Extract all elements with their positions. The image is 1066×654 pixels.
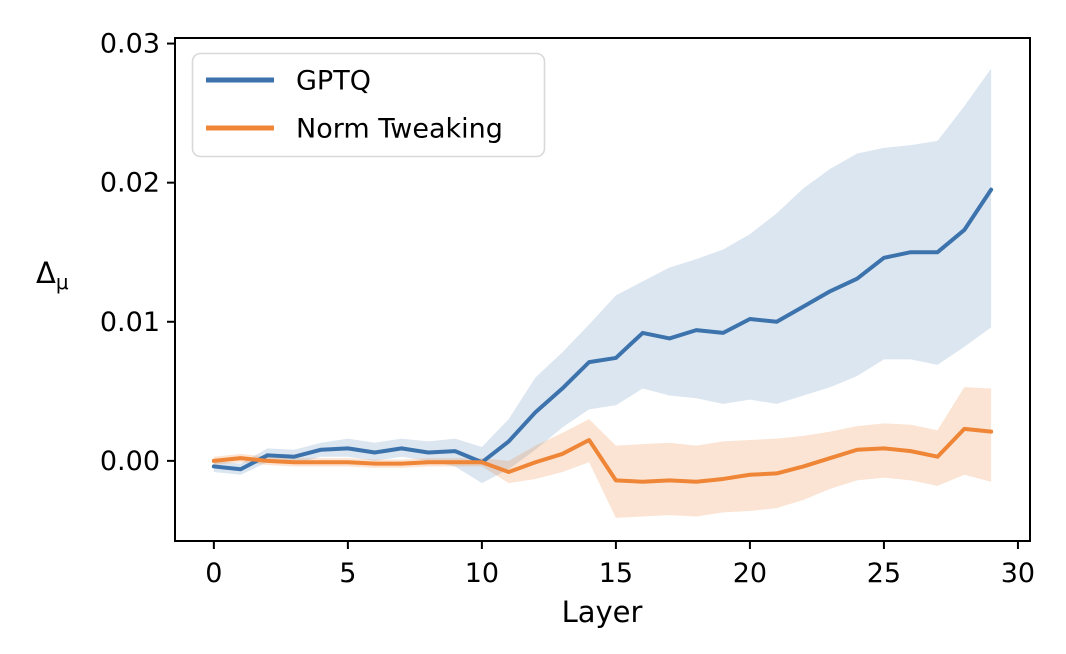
- y-axis-label-delta: Δ: [36, 256, 56, 290]
- axes: [167, 37, 1031, 549]
- x-tick-label: 15: [599, 558, 633, 589]
- x-axis-label: Layer: [562, 595, 643, 629]
- legend-label-norm-tweaking: Norm Tweaking: [296, 114, 503, 145]
- x-tick-label: 5: [339, 558, 356, 589]
- plot-spines: [174, 37, 1031, 542]
- line-gptq: [211, 187, 994, 472]
- y-axis-label: Δμ: [36, 256, 69, 294]
- x-tick-label: 10: [465, 558, 499, 589]
- y-tick-label: 0.03: [100, 29, 160, 60]
- band-norm-tweaking: [213, 387, 992, 518]
- y-axis-label-subscript: μ: [56, 270, 69, 294]
- series-lines: [211, 187, 994, 484]
- legend-box: [191, 52, 546, 158]
- band-gptq: [213, 68, 992, 484]
- line-norm-tweaking: [211, 426, 994, 484]
- x-tick-label: 25: [867, 558, 901, 589]
- x-tick-label: 30: [1001, 558, 1035, 589]
- tick-labels: 0 5 10 15 20 25 30 0.00 0.01 0.02 0.03: [100, 29, 1035, 589]
- legend-label-gptq: GPTQ: [296, 66, 371, 97]
- y-tick-label: 0.01: [100, 307, 160, 338]
- y-tick-label: 0.00: [100, 446, 160, 477]
- y-tick-label: 0.02: [100, 168, 160, 199]
- confidence-bands: [213, 68, 992, 518]
- x-tick-label: 20: [733, 558, 767, 589]
- legend: GPTQ Norm Tweaking: [191, 52, 546, 158]
- x-tick-label: 0: [205, 558, 222, 589]
